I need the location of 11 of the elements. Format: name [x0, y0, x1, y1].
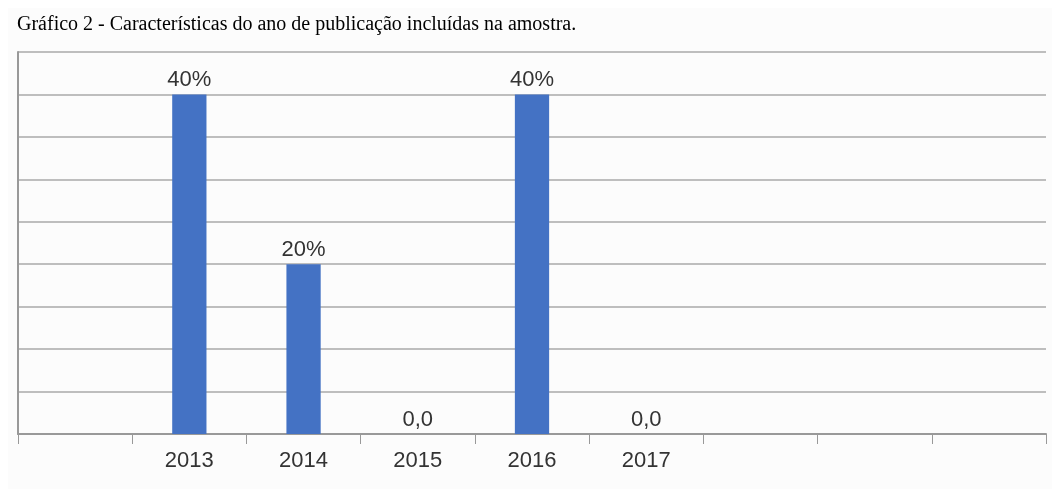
x-tick-label: 2017	[621, 446, 671, 472]
data-label: 20%	[281, 235, 326, 261]
x-tick-label: 2015	[393, 446, 443, 472]
data-label: 40%	[509, 65, 555, 91]
x-tick-label: 2016	[507, 446, 557, 472]
chart-title: Gráfico 2 - Características do ano de publicação incluídas na amostra.	[17, 12, 577, 35]
x-tick-label: 2013	[164, 446, 214, 472]
data-label: 0,0	[402, 405, 434, 431]
x-tick-label: 2014	[279, 446, 329, 472]
data-label: 0,0	[630, 405, 662, 431]
data-label: 40%	[167, 65, 212, 91]
